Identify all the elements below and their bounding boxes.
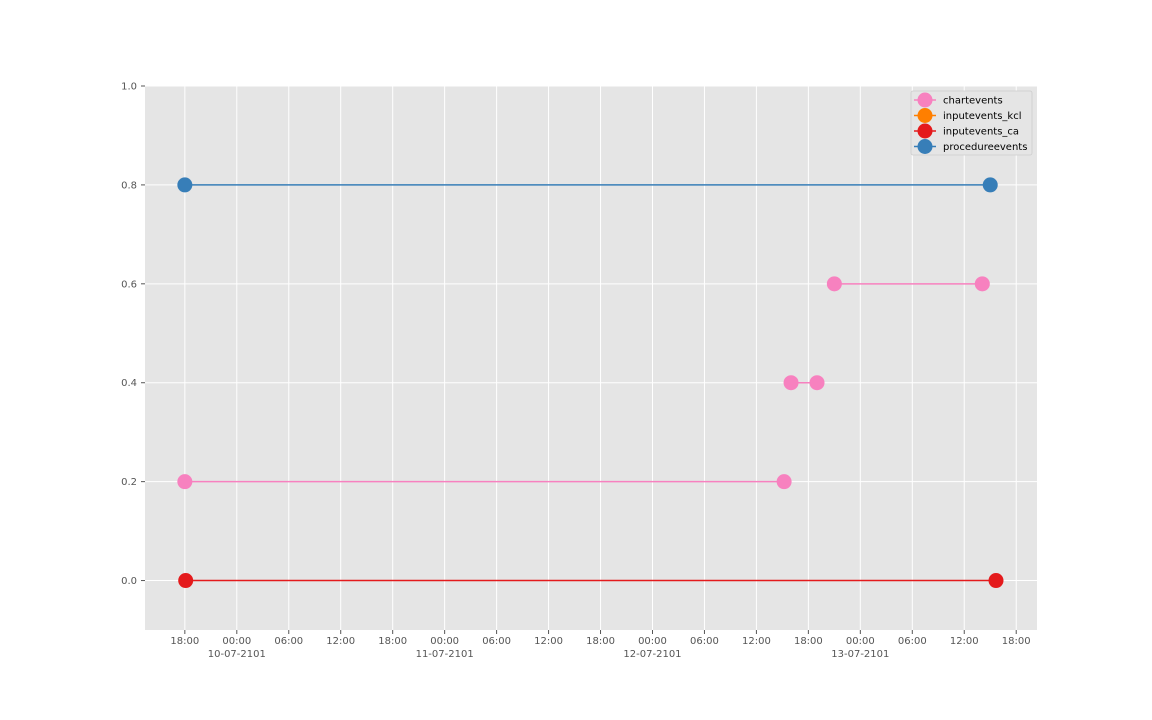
x-date-label: 12-07-2101 <box>623 649 681 660</box>
x-tick-label: 18:00 <box>170 636 199 647</box>
x-tick-label: 12:00 <box>742 636 771 647</box>
point-start-inputevents_ca <box>178 573 194 589</box>
point-end-chartevents <box>809 375 825 391</box>
x-tick-label: 18:00 <box>586 636 615 647</box>
legend-marker <box>917 92 933 108</box>
x-date-label: 11-07-2101 <box>416 649 474 660</box>
point-end-inputevents_ca <box>988 573 1004 589</box>
x-tick-label: 06:00 <box>690 636 719 647</box>
x-date-label: 13-07-2101 <box>831 649 889 660</box>
legend-marker <box>917 123 933 139</box>
legend-label: procedureevents <box>943 142 1027 153</box>
point-start-chartevents <box>177 474 193 490</box>
legend-box <box>910 90 1033 156</box>
point-end-procedureevents <box>982 177 998 193</box>
x-tick-label: 18:00 <box>794 636 823 647</box>
point-start-chartevents <box>826 276 842 292</box>
point-end-chartevents <box>776 474 792 490</box>
y-tick-label: 0.6 <box>121 279 137 290</box>
y-tick-label: 0.8 <box>121 180 137 191</box>
x-date-label: 10-07-2101 <box>208 649 266 660</box>
x-tick-label: 06:00 <box>482 636 511 647</box>
y-tick-label: 1.0 <box>121 82 137 93</box>
point-start-chartevents <box>783 375 799 391</box>
x-tick-label: 18:00 <box>378 636 407 647</box>
x-tick-label: 12:00 <box>950 636 979 647</box>
x-tick-label: 00:00 <box>638 636 667 647</box>
plot-area <box>145 86 1037 630</box>
x-tick-label: 00:00 <box>222 636 251 647</box>
x-tick-label: 00:00 <box>846 636 875 647</box>
point-start-procedureevents <box>177 177 193 193</box>
legend-label: inputevents_kcl <box>943 111 1021 122</box>
x-tick-label: 12:00 <box>534 636 563 647</box>
y-tick-label: 0.0 <box>121 576 137 587</box>
point-end-chartevents <box>974 276 990 292</box>
x-tick-label: 06:00 <box>274 636 303 647</box>
legend-marker <box>917 108 933 123</box>
legend-marker <box>917 139 933 154</box>
legend-label: chartevents <box>943 96 1003 107</box>
x-tick-label: 18:00 <box>1002 636 1031 647</box>
x-tick-label: 00:00 <box>430 636 459 647</box>
x-tick-label: 12:00 <box>326 636 355 647</box>
legend-label: inputevents_ca <box>943 127 1019 138</box>
y-tick-label: 0.2 <box>121 477 137 488</box>
x-tick-label: 06:00 <box>898 636 927 647</box>
y-tick-label: 0.4 <box>121 378 137 389</box>
